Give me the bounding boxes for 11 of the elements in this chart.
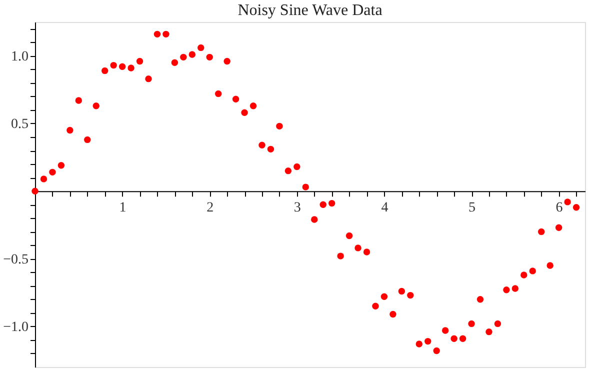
x-tick-label: 3 [294,200,301,216]
chart-title: Noisy Sine Wave Data [238,2,382,19]
x-tick-label: 4 [381,200,388,216]
x-tick-label: 1 [119,200,126,216]
x-tick-label: 5 [468,200,476,216]
y-tick-label: 0.5 [11,116,28,132]
y-tick-label: −0.5 [3,252,28,268]
y-tick-label: −1.0 [3,320,28,335]
x-tick-label: 2 [206,200,214,216]
x-tick-label: 6 [556,200,563,216]
y-tick-label: 1.0 [11,49,28,64]
